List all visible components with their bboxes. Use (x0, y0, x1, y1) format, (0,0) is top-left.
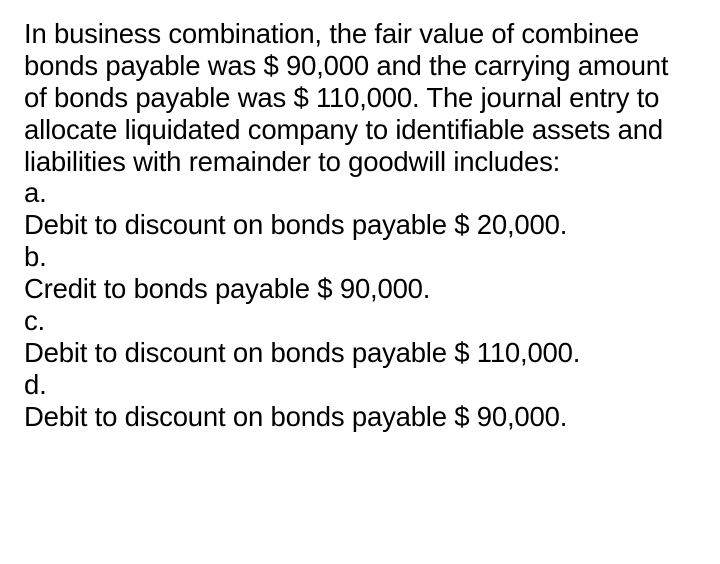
option-label-a: a. (24, 177, 696, 209)
option-label-d: d. (24, 369, 696, 401)
option-text-b: Credit to bonds payable $ 90,000. (24, 273, 696, 305)
question-page: In business combination, the fair value … (0, 0, 720, 451)
option-label-c: c. (24, 305, 696, 337)
option-text-d: Debit to discount on bonds payable $ 90,… (24, 401, 696, 433)
option-text-a: Debit to discount on bonds payable $ 20,… (24, 209, 696, 241)
question-stem: In business combination, the fair value … (24, 18, 696, 177)
option-text-c: Debit to discount on bonds payable $ 110… (24, 337, 696, 369)
option-label-b: b. (24, 241, 696, 273)
